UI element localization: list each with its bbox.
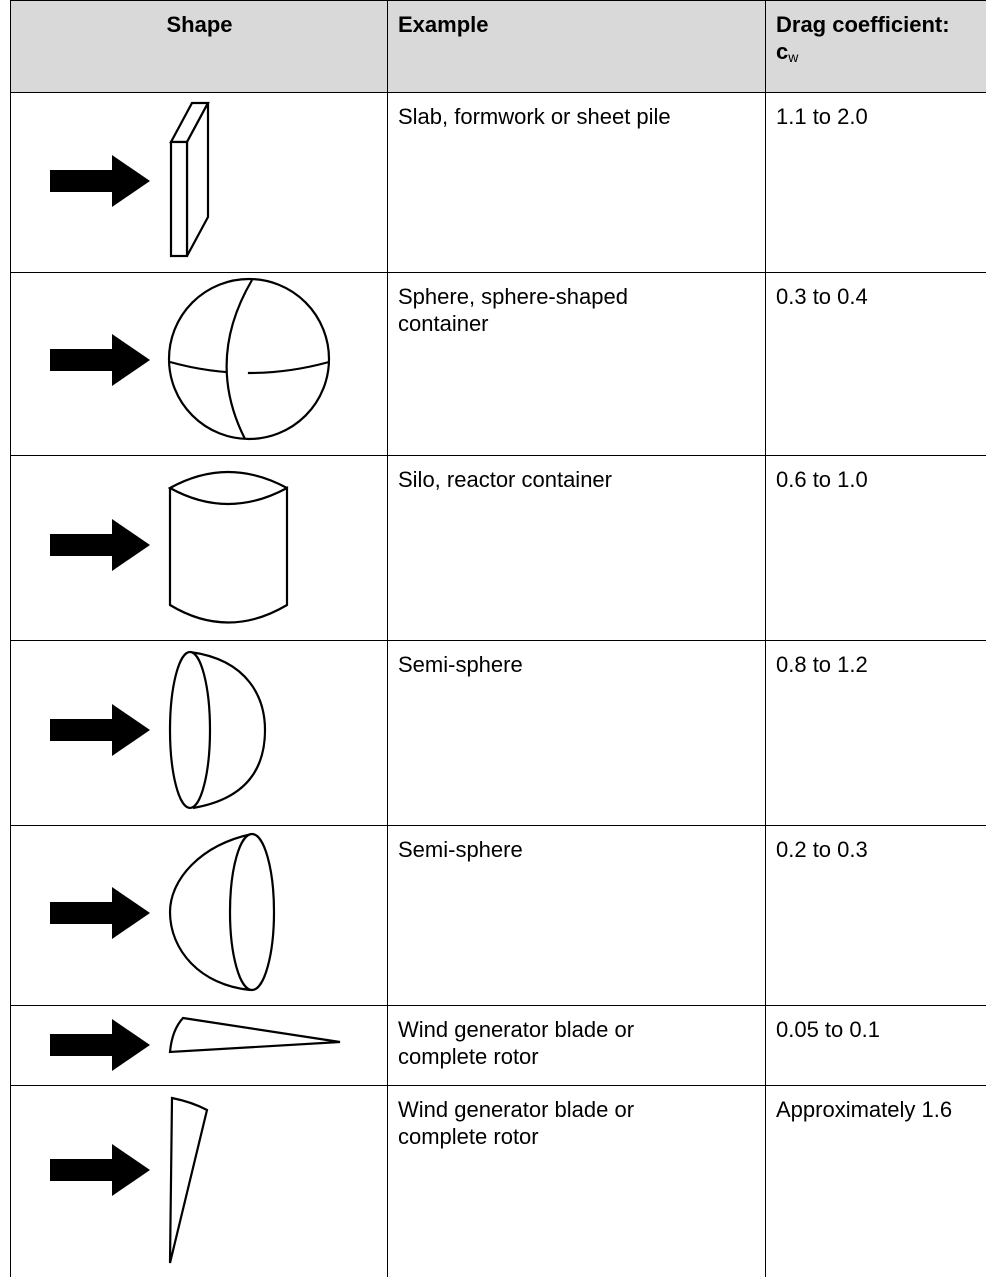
header-subscript: w [788, 49, 799, 65]
example-cell: Sphere, sphere-shaped container [387, 272, 766, 456]
coefficient-cell: 0.8 to 1.2 [765, 640, 986, 826]
coefficient-cell: 1.1 to 2.0 [765, 92, 986, 273]
example-cell: Silo, reactor container [387, 455, 766, 641]
header-cell: Drag coefficient: cw [765, 0, 986, 93]
shape-cell [10, 92, 388, 273]
example-cell: Wind generator blade or complete rotor [387, 1005, 766, 1086]
shape-cell [10, 640, 388, 826]
header-symbol: c [776, 39, 789, 64]
header-text: Drag coefficient: [776, 12, 950, 37]
header-cell: Shape [10, 0, 388, 93]
header-cell: Example [387, 0, 766, 93]
coefficient-cell: 0.6 to 1.0 [765, 455, 986, 641]
coefficient-cell: 0.05 to 0.1 [765, 1005, 986, 1086]
example-cell: Semi-sphere [387, 640, 766, 826]
example-cell: Semi-sphere [387, 825, 766, 1006]
example-cell: Slab, formwork or sheet pile [387, 92, 766, 273]
coefficient-cell: Approximately 1.6 [765, 1085, 986, 1277]
shape-cell [10, 1005, 388, 1086]
example-cell: Wind generator blade or complete rotor [387, 1085, 766, 1277]
coefficient-cell: 0.2 to 0.3 [765, 825, 986, 1006]
shape-cell [10, 825, 388, 1006]
coefficient-cell: 0.3 to 0.4 [765, 272, 986, 456]
shape-cell [10, 272, 388, 456]
shape-cell [10, 1085, 388, 1277]
shape-cell [10, 455, 388, 641]
